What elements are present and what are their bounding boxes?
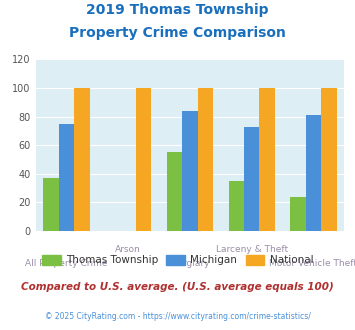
Bar bbox=[182, 111, 198, 231]
Bar bbox=[321, 88, 337, 231]
Text: Motor Vehicle Theft: Motor Vehicle Theft bbox=[269, 259, 355, 268]
Bar bbox=[198, 88, 213, 231]
Text: All Property Crime: All Property Crime bbox=[25, 259, 108, 268]
Bar bbox=[136, 88, 151, 231]
Text: © 2025 CityRating.com - https://www.cityrating.com/crime-statistics/: © 2025 CityRating.com - https://www.city… bbox=[45, 312, 310, 321]
Text: 2019 Thomas Township: 2019 Thomas Township bbox=[86, 3, 269, 17]
Text: Compared to U.S. average. (U.S. average equals 100): Compared to U.S. average. (U.S. average … bbox=[21, 282, 334, 292]
Bar bbox=[43, 178, 59, 231]
Bar bbox=[167, 152, 182, 231]
Text: Burglary: Burglary bbox=[171, 259, 209, 268]
Bar bbox=[59, 124, 74, 231]
Bar bbox=[306, 115, 321, 231]
Bar bbox=[244, 127, 260, 231]
Text: Larceny & Theft: Larceny & Theft bbox=[215, 245, 288, 254]
Text: Arson: Arson bbox=[115, 245, 141, 254]
Text: Property Crime Comparison: Property Crime Comparison bbox=[69, 26, 286, 40]
Legend: Thomas Township, Michigan, National: Thomas Township, Michigan, National bbox=[38, 251, 317, 270]
Bar bbox=[290, 197, 306, 231]
Bar bbox=[260, 88, 275, 231]
Bar bbox=[74, 88, 89, 231]
Bar bbox=[229, 181, 244, 231]
